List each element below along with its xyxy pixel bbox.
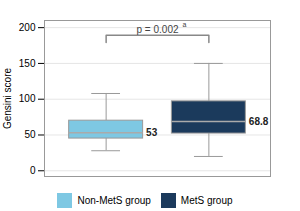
svg-text:50: 50 bbox=[24, 129, 36, 140]
html-text:Non-MetS group: Non-MetS group bbox=[77, 195, 151, 206]
svg-text:200: 200 bbox=[19, 22, 36, 33]
svg-text:0: 0 bbox=[30, 165, 36, 176]
svg-text:a: a bbox=[183, 21, 187, 28]
svg-text:100: 100 bbox=[19, 93, 36, 104]
html-text:MetS group: MetS group bbox=[180, 195, 233, 206]
svg-text:68.8: 68.8 bbox=[249, 116, 269, 127]
svg-text:150: 150 bbox=[19, 58, 36, 69]
svg-text:53: 53 bbox=[146, 127, 158, 138]
svg-text:Gensini score: Gensini score bbox=[2, 67, 13, 129]
svg-text:p = 0.002: p = 0.002 bbox=[137, 24, 179, 35]
